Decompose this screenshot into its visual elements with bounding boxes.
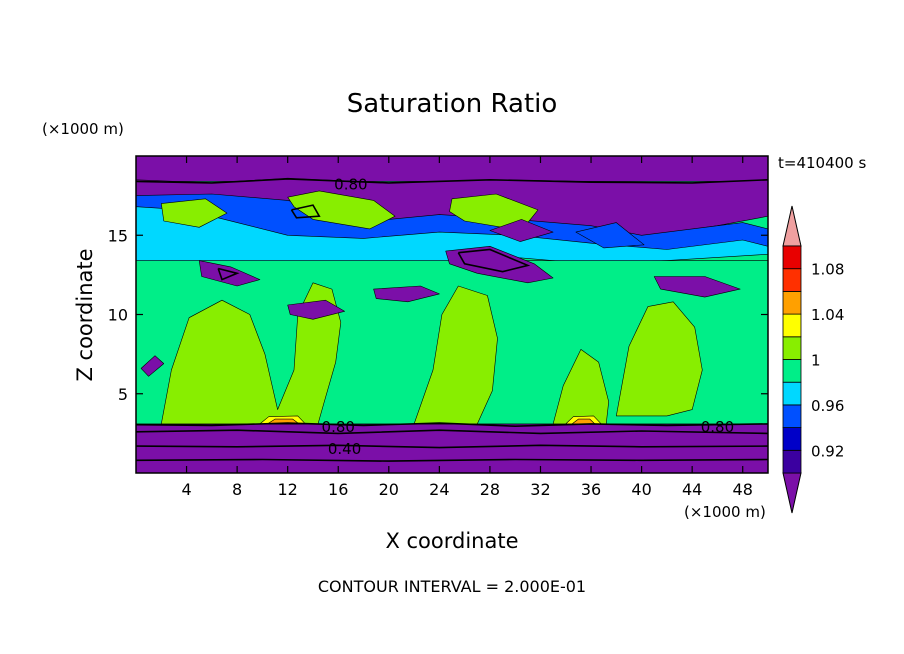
colorbar-tick-label: 1 [811, 352, 821, 370]
y-tick-label: 10 [108, 306, 128, 325]
colorbar-band [782, 449, 802, 474]
x-tick-label: 40 [631, 480, 651, 499]
contour-labels-group: 0.80 0.80 0.40 0.80 [322, 176, 735, 459]
colorbar-high-triangle [782, 205, 802, 247]
contour-region-lime [413, 285, 498, 425]
colorbar-band [782, 427, 802, 451]
contour-label: 0.80 [334, 176, 367, 194]
contour-interval-footer: CONTOUR INTERVAL = 2.000E-01 [318, 577, 586, 596]
contour-line [217, 267, 240, 281]
contour-line [136, 458, 768, 462]
colorbar-band [782, 313, 802, 338]
colorbar-band [782, 290, 802, 315]
x-tick-label: 48 [733, 480, 753, 499]
x-axis-title: X coordinate [385, 529, 518, 553]
x-tick-label: 8 [232, 480, 242, 499]
x-tick-label: 24 [429, 480, 449, 499]
colorbar-tick-label: 0.92 [811, 442, 844, 460]
colorbar-tick-label: 0.96 [811, 397, 844, 415]
x-tick-label: 36 [581, 480, 601, 499]
contour-label: 0.80 [701, 418, 734, 436]
colorbar-band [782, 245, 802, 270]
contour-lines [136, 178, 768, 462]
contour-region-purple [140, 355, 165, 377]
y-axis-ticks: 5 10 15 [108, 226, 768, 404]
contour-label: 0.40 [328, 440, 361, 458]
contour-region-purple [198, 260, 261, 287]
colorbar-band [782, 359, 802, 383]
time-label: t=410400 s [778, 154, 866, 172]
contour-line [136, 444, 768, 449]
contour-region-purple [373, 285, 440, 303]
x-axis-ticks: 4 8 12 16 20 24 28 32 36 40 44 48 [181, 156, 753, 499]
x-tick-label: 44 [682, 480, 702, 499]
contour-region-lime [161, 282, 342, 425]
plot-area [136, 156, 768, 473]
contour-line [136, 429, 768, 435]
contour-region-purple [445, 246, 554, 284]
x-unit-label: (×1000 m) [684, 503, 766, 521]
x-tick-label: 20 [379, 480, 399, 499]
colorbar-band [782, 268, 802, 292]
contour-line [290, 204, 321, 219]
contour-region-lime [615, 301, 703, 417]
colorbar-tick-label: 1.04 [811, 306, 844, 324]
contour-label: 0.80 [322, 418, 355, 436]
colorbar: 0.92 0.96 1 1.04 1.08 [782, 205, 844, 514]
contour-region-purple [653, 276, 741, 298]
contour-region-purple [287, 299, 345, 320]
x-tick-label: 28 [480, 480, 500, 499]
colorbar-band [782, 381, 802, 406]
y-axis-title: Z coordinate [73, 248, 97, 381]
contour-region-lime [161, 198, 228, 228]
contour-line [457, 248, 531, 273]
chart-title: Saturation Ratio [347, 89, 558, 119]
contour-region-purple [136, 156, 768, 182]
x-tick-label: 16 [328, 480, 348, 499]
colorbar-tick-label: 1.08 [811, 261, 844, 279]
y-unit-label: (×1000 m) [42, 120, 124, 138]
contour-line [136, 178, 768, 184]
colorbar-band [782, 336, 802, 360]
x-tick-label: 32 [530, 480, 550, 499]
colorbar-low-triangle [782, 472, 802, 514]
y-tick-label: 15 [108, 226, 128, 245]
y-tick-label: 5 [118, 385, 128, 404]
x-tick-label: 12 [278, 480, 298, 499]
x-tick-label: 4 [181, 480, 191, 499]
contour-region-blue [575, 222, 645, 249]
contour-region-purple [489, 219, 554, 242]
contour-line [136, 422, 768, 428]
filled-contour-regions [136, 156, 768, 473]
colorbar-band [782, 404, 802, 428]
